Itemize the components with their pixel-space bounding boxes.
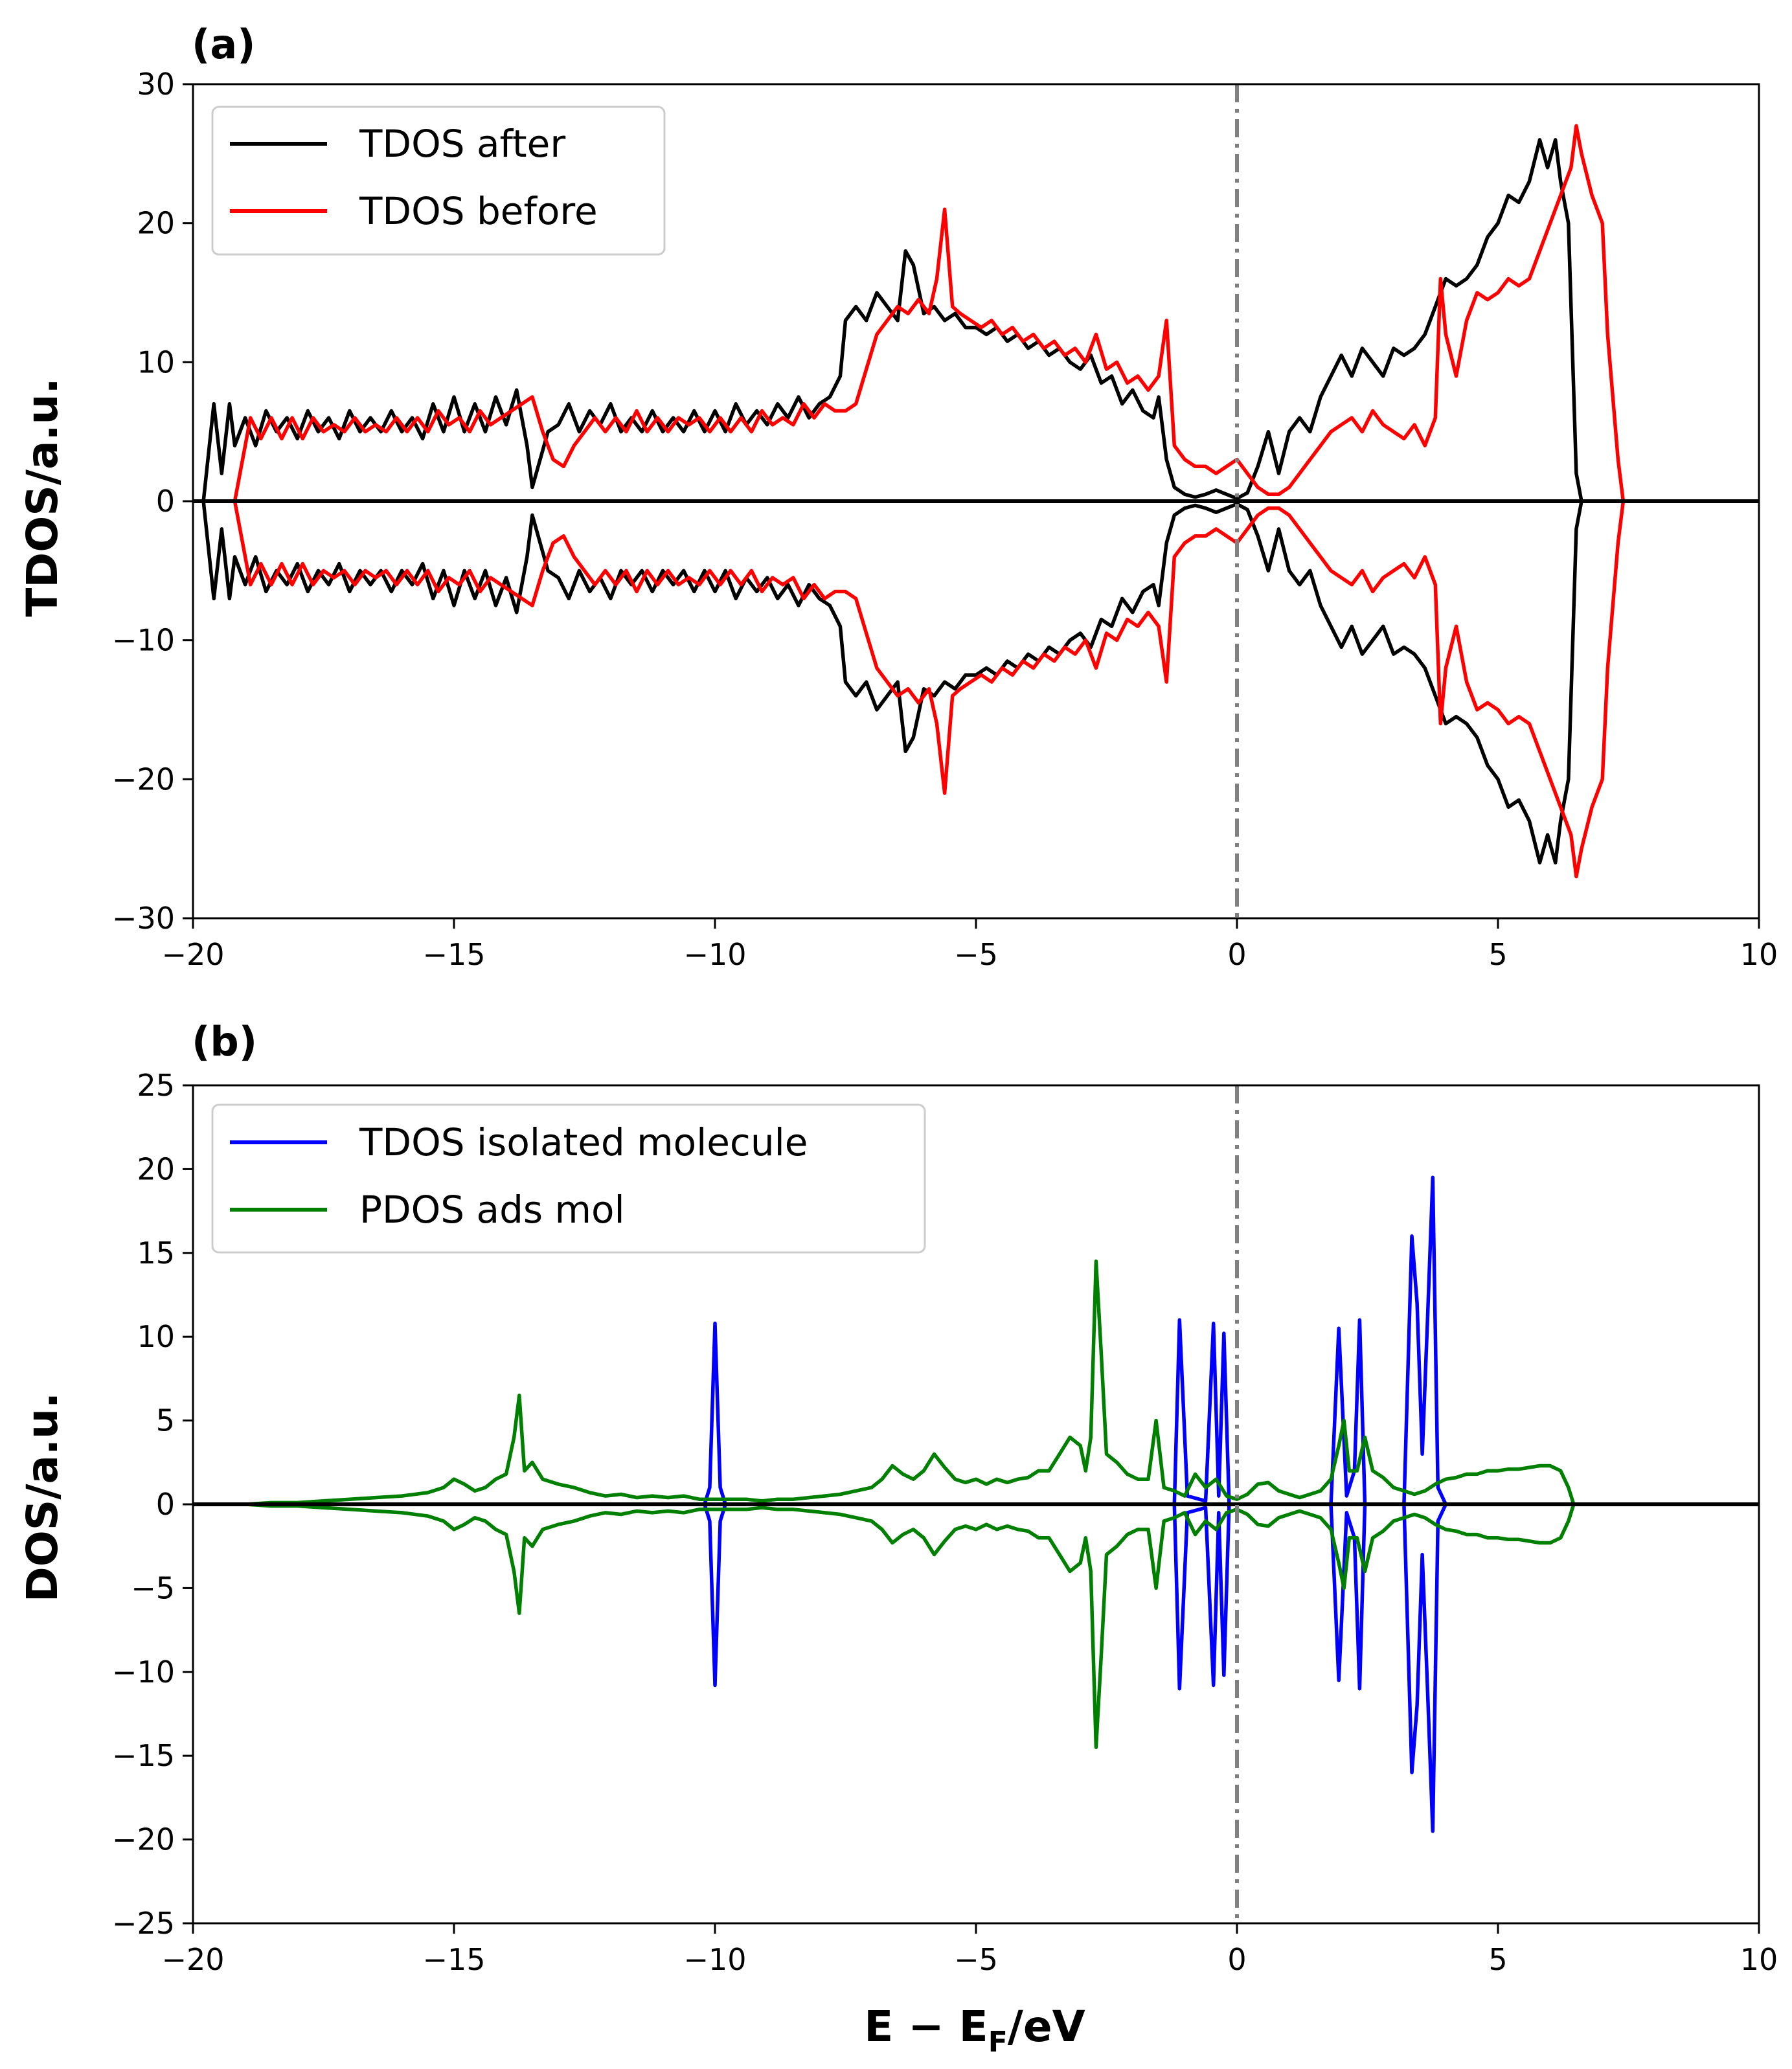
xtick-label: −10 — [683, 1942, 746, 1977]
xtick-label: 5 — [1488, 1942, 1507, 1977]
ytick-label: 0 — [156, 1487, 175, 1522]
panel-b-legend-box — [211, 1103, 926, 1254]
series-tdos-before-spin-down — [233, 499, 1692, 879]
panel-b-label: (b) — [192, 1018, 257, 1065]
panel-b-legend: TDOS isolated molecule PDOS ads mol — [211, 1103, 926, 1254]
ytick-label: −15 — [112, 1738, 175, 1773]
ytick-label: −5 — [131, 1570, 175, 1605]
panel-b: (b) −20 −15 −10 −5 0 5 10−25−20−15−10−50510152… — [17, 1018, 1778, 2059]
xtick-label: −20 — [161, 937, 224, 972]
xtick-label: 0 — [1227, 1942, 1246, 1977]
xtick-label: −10 — [683, 937, 746, 972]
panel-b-frame — [192, 1084, 1760, 1925]
series-pdos-ads-mol-spin-up — [219, 1259, 1576, 1506]
legend-label-tdos-before: TDOS before — [359, 189, 598, 233]
ytick-label: 0 — [156, 484, 175, 519]
series-tdos-after-spin-up — [201, 138, 1692, 503]
xtick-label: −5 — [954, 937, 998, 972]
ytick-label: 10 — [137, 345, 175, 379]
xtick-label: −15 — [422, 1942, 485, 1977]
panel-b-xlabel: E − EF/eV — [864, 2002, 1085, 2059]
ytick-label: −10 — [112, 1655, 175, 1690]
xtick-label: −5 — [954, 1942, 998, 1977]
xlabel-main: E − E — [864, 2002, 988, 2052]
xlabel-suffix: /eV — [1008, 2002, 1085, 2052]
ytick-label: 15 — [137, 1236, 175, 1271]
ytick-label: 20 — [137, 206, 175, 241]
series-pdos-ads-mol-spin-down — [219, 1502, 1576, 1750]
series-tdos-after-spin-down — [201, 499, 1692, 865]
ytick-label: −20 — [112, 762, 175, 797]
legend-label-pdos-ads: PDOS ads mol — [359, 1188, 625, 1232]
xtick-label: 10 — [1740, 1942, 1778, 1977]
ytick-label: 10 — [137, 1319, 175, 1354]
ytick-label: −30 — [112, 901, 175, 936]
xtick-label: −15 — [422, 937, 485, 972]
ytick-label: −25 — [112, 1906, 175, 1941]
ytick-label: −10 — [112, 623, 175, 658]
panel-a-label: (a) — [192, 21, 256, 68]
ytick-label: 20 — [137, 1151, 175, 1186]
xtick-label: −20 — [161, 1942, 224, 1977]
ytick-label: 25 — [137, 1068, 175, 1103]
ytick-label: 30 — [137, 67, 175, 102]
panel-a-plot-area — [193, 84, 1759, 918]
xtick-label: 5 — [1488, 937, 1507, 972]
panel-b-ylabel: DOS/a.u. — [17, 1392, 67, 1602]
xlabel-subscript: F — [988, 2026, 1008, 2059]
xtick-label: 0 — [1227, 937, 1246, 972]
panel-a-ylabel: TDOS/a.u. — [17, 378, 67, 616]
legend-label-tdos-isolated: TDOS isolated molecule — [359, 1120, 808, 1164]
panel-a-legend: TDOS after TDOS before — [211, 106, 666, 256]
xtick-label: 10 — [1740, 937, 1778, 972]
panel-b-plot-area — [193, 1085, 1759, 1923]
series-tdos-before-spin-up — [233, 124, 1692, 503]
ytick-label: −20 — [112, 1822, 175, 1857]
legend-label-tdos-after: TDOS after — [359, 122, 565, 166]
panel-a-frame — [192, 83, 1760, 920]
ytick-label: 5 — [156, 1403, 175, 1438]
